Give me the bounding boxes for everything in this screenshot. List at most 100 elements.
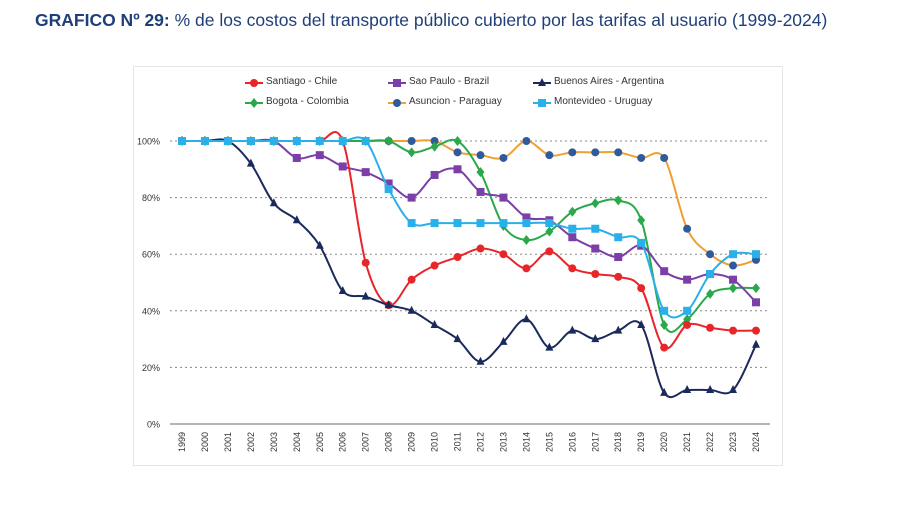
y-tick-label: 100% [137,137,160,147]
data-point [384,179,393,188]
data-point [499,219,508,228]
data-point [637,215,646,226]
data-point [315,151,324,160]
legend-marker [538,99,546,107]
data-point [453,165,462,174]
data-point [683,306,692,315]
data-point [614,233,623,242]
x-tick-label: 2009 [407,432,417,452]
legend-marker [250,79,258,87]
series-line [181,138,757,399]
x-tick-label: 2010 [430,432,440,452]
data-point [269,198,278,207]
data-point [453,253,462,262]
data-point [660,387,669,396]
data-point [591,244,600,253]
data-point [407,193,416,202]
data-point [384,136,393,146]
data-point [591,148,600,157]
data-point [407,137,416,145]
data-point [522,137,531,145]
x-tick-label: 2004 [292,432,302,452]
y-tick-label: 80% [142,193,160,203]
data-point [614,253,623,262]
x-tick-label: 2011 [453,432,463,451]
x-tick-label: 2013 [498,432,508,452]
data-point [315,137,324,145]
x-tick-label: 2017 [590,432,600,452]
data-point [476,151,485,160]
legend-label: Sao Paulo - Brazil [409,76,490,87]
data-point [752,326,760,335]
y-tick-label: 40% [142,306,160,316]
data-point [522,219,531,228]
data-point [430,319,439,328]
x-tick-label: 2018 [613,432,623,452]
x-tick-label: 2023 [728,432,738,452]
data-point [499,193,508,202]
data-point [361,168,370,177]
data-point [591,334,600,343]
series-line [181,136,757,319]
x-tick-label: 2000 [200,432,210,452]
x-tick-label: 2015 [544,432,554,452]
legend-marker [538,78,546,86]
data-point [315,240,324,249]
data-point [407,275,416,284]
data-point [269,137,278,145]
chart-title-prefix: GRAFICO Nº 29: [35,10,170,30]
legend-label: Santiago - Chile [266,76,338,87]
data-point [706,250,715,259]
data-point [591,224,600,233]
x-tick-label: 2007 [361,432,371,452]
data-point [729,275,738,284]
data-point [522,314,531,323]
data-point [476,219,485,228]
data-point [361,137,370,145]
data-point [178,137,186,145]
data-point [407,219,416,228]
data-point [430,219,439,228]
data-point [453,219,462,228]
data-point [568,264,577,273]
x-tick-label: 2024 [751,432,761,452]
data-point [637,284,646,293]
data-point [499,250,508,259]
data-point [246,137,255,145]
x-tick-label: 2001 [223,432,233,452]
data-point [338,285,347,294]
data-point [338,162,347,171]
legend-label: Montevideo - Uruguay [554,96,653,107]
x-tick-label: 2003 [269,432,279,452]
chart-frame [133,66,783,466]
data-point [476,244,485,253]
data-point [683,224,692,233]
legend-label: Buenos Aires - Argentina [554,76,665,87]
x-tick-label: 2002 [246,432,256,452]
data-point [752,250,760,259]
data-point [568,206,577,217]
data-point [660,343,669,352]
x-tick-label: 2005 [315,432,325,452]
data-point [499,336,508,345]
data-point [246,158,255,167]
data-point [568,325,577,334]
data-point [683,320,692,329]
data-point [522,213,531,222]
data-point [683,385,692,394]
data-point [752,339,760,348]
data-point [430,137,439,145]
data-point [407,305,416,314]
data-point [729,250,738,259]
x-tick-label: 2020 [659,432,669,452]
x-tick-label: 2016 [567,432,577,452]
x-tick-label: 2022 [705,432,715,452]
data-point [706,288,715,299]
data-point [637,153,646,162]
legend-marker [250,98,258,108]
data-point [522,235,531,246]
data-point [729,261,738,270]
data-point [752,283,760,294]
data-point [292,215,301,224]
